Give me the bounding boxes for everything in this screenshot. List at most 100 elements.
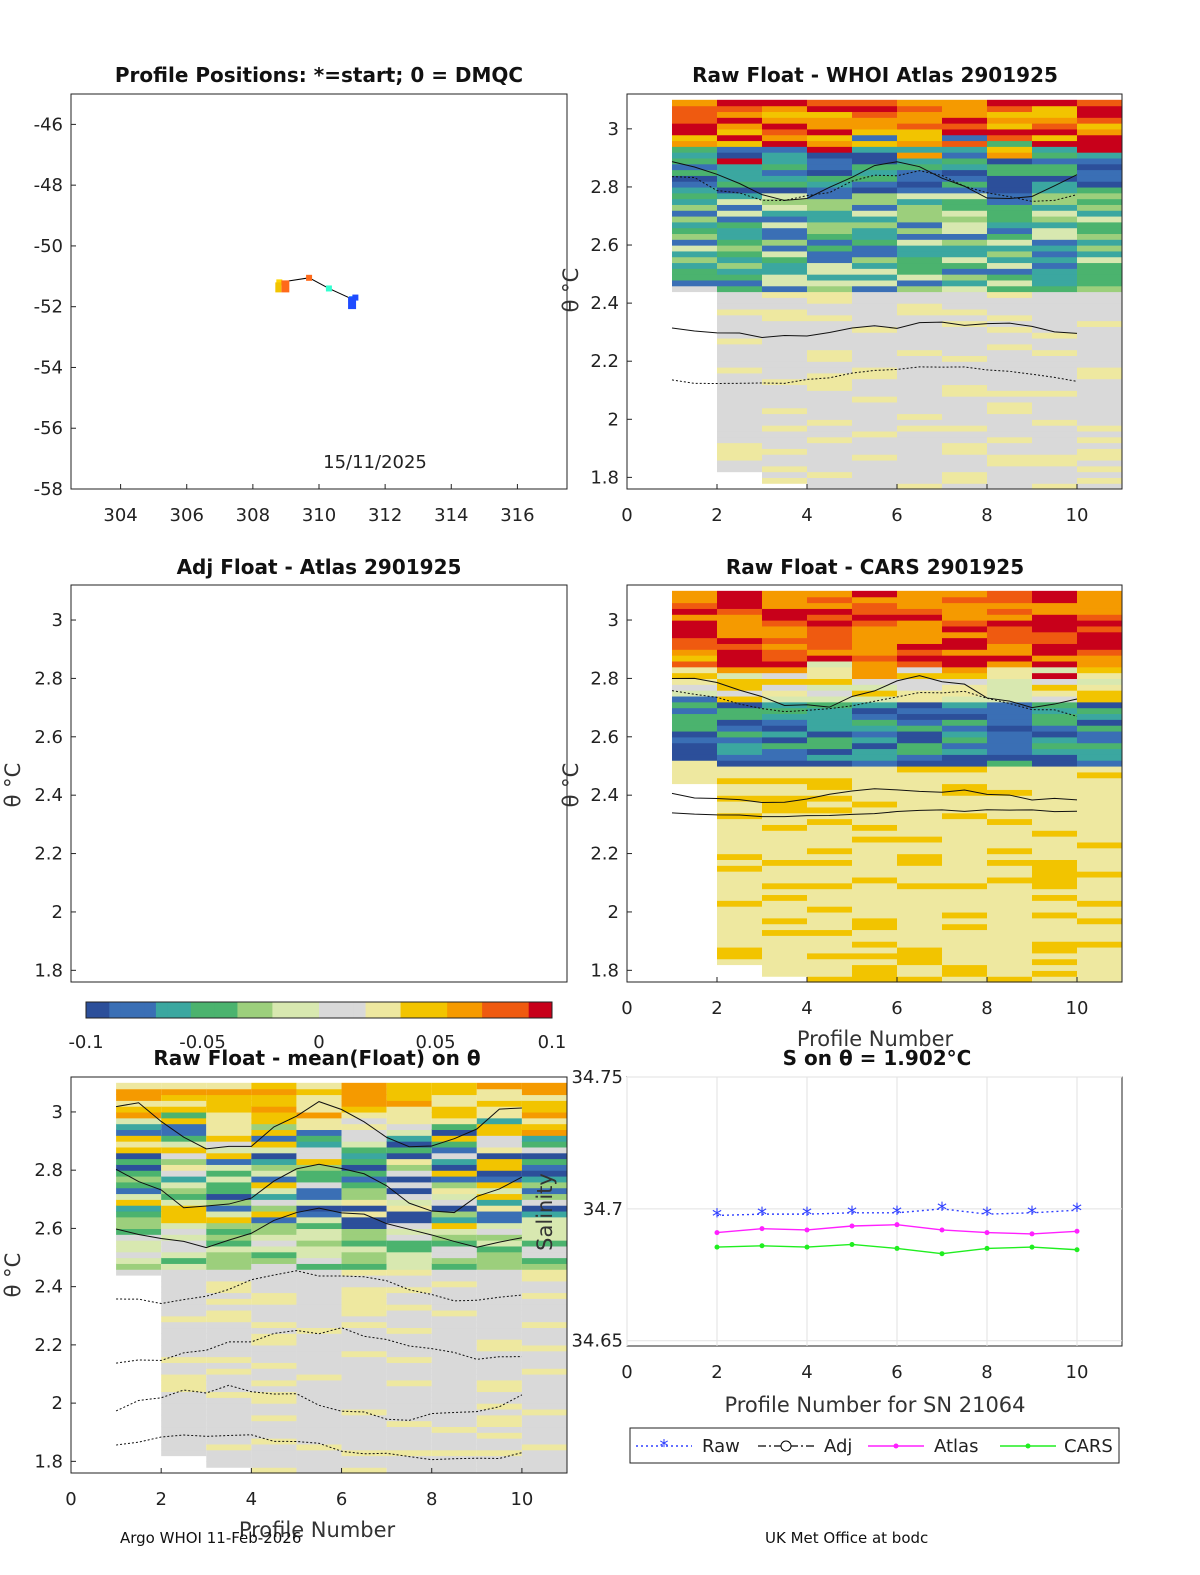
heatmap-cell	[807, 684, 852, 691]
salinity-title: S on θ = 1.902°C	[783, 1046, 972, 1070]
heatmap-cell	[1032, 929, 1077, 936]
x-tick-label: 8	[981, 505, 992, 526]
heatmap-cell	[852, 684, 897, 691]
heatmap-cell	[1032, 917, 1077, 925]
heatmap-cell	[942, 204, 987, 211]
heatmap-cell	[116, 1228, 162, 1235]
heatmap-cell	[852, 847, 897, 855]
heatmap-cell	[206, 1245, 252, 1253]
heatmap-cell	[161, 1368, 207, 1375]
heatmap-cell	[1032, 713, 1077, 720]
heatmap-cell	[852, 771, 897, 779]
heatmap-cell	[251, 1158, 297, 1165]
heatmap-cell	[386, 1141, 432, 1148]
heatmap-cell	[1032, 262, 1077, 269]
heatmap-cell	[942, 952, 987, 960]
heatmap-cell	[1077, 250, 1122, 258]
heatmap-cell	[987, 602, 1032, 609]
heatmap-cell	[717, 952, 762, 960]
heatmap-cell	[852, 596, 897, 604]
heatmap-cell	[116, 1141, 162, 1148]
x-tick-label: 0	[621, 505, 632, 526]
heatmap-cell	[672, 285, 717, 293]
heatmap-cell	[672, 117, 717, 124]
heatmap-cell	[942, 865, 987, 872]
heatmap-cell	[1032, 291, 1077, 298]
heatmap-cell	[717, 268, 762, 275]
heatmap-cell	[942, 430, 987, 438]
heatmap-cell	[341, 1403, 387, 1410]
heatmap-cell	[521, 1117, 567, 1125]
heatmap-cell	[206, 1228, 252, 1235]
heatmap-cell	[296, 1176, 342, 1183]
heatmap-cell	[341, 1356, 387, 1363]
heatmap-cell	[1077, 818, 1122, 825]
heatmap-cell	[672, 725, 717, 732]
heatmap-cell	[717, 795, 762, 802]
heatmap-cell	[717, 163, 762, 171]
heatmap-cell	[672, 660, 717, 668]
series-point-atlas	[984, 1230, 990, 1236]
heatmap-cell	[807, 672, 852, 680]
heatmap-cell	[672, 678, 717, 685]
heatmap-cell	[942, 291, 987, 298]
heatmap-cell	[807, 215, 852, 223]
heatmap-cell	[807, 742, 852, 750]
heatmap-cell	[942, 320, 987, 327]
heatmap-cell	[852, 824, 897, 831]
heatmap-cell	[987, 227, 1032, 235]
heatmap-cell	[1077, 672, 1122, 680]
heatmap-cell	[762, 608, 807, 615]
heatmap-cell	[717, 221, 762, 229]
salinity-grid	[626, 1076, 1122, 1346]
heatmap-cell	[762, 970, 807, 977]
heatmap-cell	[987, 666, 1032, 674]
heatmap-cell	[161, 1123, 207, 1131]
heatmap-cell	[897, 181, 942, 188]
heatmap-cell	[296, 1106, 342, 1113]
heatmap-cell	[672, 719, 717, 726]
heatmap-cell	[1077, 725, 1122, 732]
heatmap-cell	[206, 1123, 252, 1131]
heatmap-cell	[672, 105, 717, 113]
heatmap-cell	[341, 1315, 387, 1323]
y-tick-label: 2.4	[590, 785, 619, 806]
heatmap-cell	[116, 1082, 162, 1090]
x-tick-label: 4	[246, 1489, 257, 1510]
heatmap-cell	[987, 620, 1032, 627]
heatmap-cell	[987, 390, 1032, 397]
x-tick-label: 8	[981, 998, 992, 1019]
heatmap-cell	[296, 1146, 342, 1154]
heatmap-cell	[341, 1158, 387, 1165]
heatmap-cell	[1032, 99, 1077, 107]
heatmap-cell	[942, 239, 987, 246]
heatmap-cell	[161, 1379, 207, 1387]
heatmap-cell	[161, 1344, 207, 1352]
heatmap-cell	[762, 660, 807, 668]
heatmap-cell	[717, 830, 762, 837]
heatmap-cell	[672, 614, 717, 621]
heatmap-cell	[672, 99, 717, 107]
heatmap-cell	[807, 935, 852, 942]
y-tick-label: -54	[34, 357, 63, 378]
heatmap-cell	[942, 419, 987, 426]
heatmap-cell	[296, 1245, 342, 1253]
raw-mean-panel: Raw Float - mean(Float) on θ θ °C Profil…	[1, 1046, 568, 1542]
heatmap-cell	[987, 430, 1032, 438]
heatmap-cell	[717, 847, 762, 855]
heatmap-cell	[852, 390, 897, 397]
heatmap-cell	[852, 204, 897, 211]
heatmap-cell	[251, 1362, 297, 1369]
raw-mean-x-ticks: 0 2 4 6 8 10	[65, 1468, 533, 1510]
heatmap-cell	[341, 1449, 387, 1457]
heatmap-cell	[1032, 111, 1077, 118]
heatmap-cell	[807, 801, 852, 808]
heatmap-cell	[717, 958, 762, 966]
x-tick-label: 4	[801, 1362, 812, 1383]
heatmap-cell	[521, 1141, 567, 1148]
heatmap-cell	[296, 1408, 342, 1416]
heatmap-cell	[987, 783, 1032, 790]
heatmap-cell	[762, 233, 807, 240]
heatmap-cell	[521, 1339, 567, 1346]
heatmap-cell	[251, 1141, 297, 1148]
